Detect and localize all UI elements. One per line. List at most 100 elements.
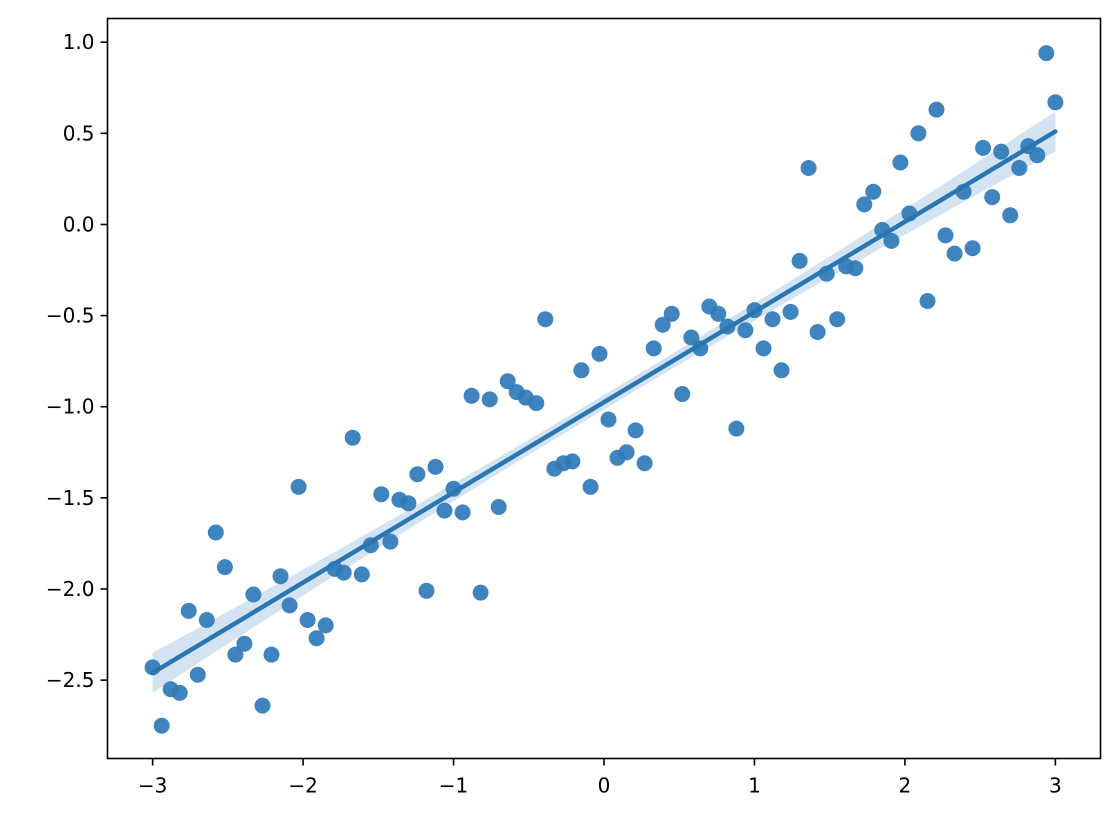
regression-line-layer (150, 129, 1058, 676)
data-point (1029, 147, 1046, 164)
data-point (627, 422, 644, 439)
data-point (299, 612, 316, 628)
y-tick-label: −2.5 (46, 668, 95, 692)
data-point (928, 101, 945, 118)
y-tick-label: −1.5 (46, 486, 95, 510)
y-tick-label: −1.0 (46, 395, 95, 419)
data-point (171, 684, 188, 701)
data-point (645, 340, 662, 357)
data-point (984, 189, 1001, 206)
data-point (245, 586, 262, 603)
data-point (910, 125, 927, 142)
data-point (764, 311, 781, 328)
data-point (800, 160, 817, 176)
data-point (308, 630, 325, 647)
data-point (180, 602, 197, 619)
data-point (883, 232, 900, 249)
data-point (710, 305, 727, 322)
data-point (573, 362, 590, 379)
data-point (216, 559, 233, 576)
regression-line (150, 129, 1058, 676)
data-point (618, 444, 635, 461)
data-point (189, 666, 206, 683)
x-tick-label: −3 (138, 774, 167, 798)
data-point (582, 478, 599, 495)
data-point (755, 340, 772, 357)
data-point (499, 373, 516, 390)
data-point (683, 329, 700, 346)
data-point (591, 345, 608, 362)
data-point (409, 466, 426, 483)
data-point (481, 391, 498, 408)
data-point (737, 322, 754, 339)
data-point (674, 386, 691, 402)
data-point (892, 154, 909, 171)
data-point (856, 196, 873, 213)
y-tick-label: −0.5 (46, 304, 95, 328)
data-point (728, 420, 745, 437)
data-point (236, 635, 253, 652)
y-axis-ticks: −2.5 −2.0 −1.5 −1.0 −0.5 0.0 0.5 1.0 (46, 30, 108, 692)
data-point (317, 617, 334, 634)
data-point (564, 453, 581, 470)
y-tick-label: 0.5 (63, 121, 95, 145)
y-tick-label: 0.0 (63, 212, 95, 236)
data-point (427, 458, 444, 475)
data-point (254, 697, 271, 714)
data-point (964, 240, 981, 257)
data-point (1047, 94, 1064, 111)
x-axis-ticks: −3 −2 −1 0 1 2 3 (138, 758, 1062, 798)
data-point (463, 387, 480, 404)
data-point (436, 502, 453, 519)
data-point (227, 646, 244, 663)
data-point (153, 717, 170, 734)
data-point (946, 245, 963, 262)
data-point (537, 311, 554, 328)
data-point (198, 612, 215, 628)
data-point (975, 139, 992, 156)
data-point (1038, 45, 1055, 62)
x-tick-label: −2 (288, 774, 317, 798)
data-point (600, 411, 617, 428)
data-point (382, 533, 399, 550)
data-point (335, 564, 352, 581)
data-point (281, 597, 298, 614)
data-point (263, 646, 280, 663)
data-point (847, 260, 864, 277)
data-point (472, 584, 489, 601)
x-tick-label: 1 (748, 774, 761, 798)
data-point (919, 293, 936, 309)
data-point (353, 566, 370, 583)
x-tick-label: 0 (598, 774, 611, 798)
data-point (344, 429, 361, 446)
data-point (654, 316, 671, 333)
data-point (1011, 160, 1028, 176)
data-point (782, 303, 799, 320)
data-point (773, 362, 790, 379)
data-point (829, 311, 846, 328)
data-point (636, 455, 653, 472)
data-point (418, 582, 435, 599)
data-point (490, 499, 507, 515)
data-point (937, 227, 954, 244)
data-point (791, 252, 808, 269)
data-point (528, 395, 545, 412)
x-tick-label: 2 (899, 774, 912, 798)
y-tick-label: 1.0 (63, 30, 95, 54)
data-point (207, 524, 224, 541)
x-tick-label: −1 (439, 774, 468, 798)
data-point (1002, 207, 1019, 224)
data-point (454, 504, 471, 521)
data-point (809, 324, 826, 340)
data-point (373, 486, 390, 503)
data-point (290, 478, 307, 495)
data-point (993, 143, 1010, 160)
x-tick-label: 3 (1049, 774, 1062, 798)
data-point (865, 183, 882, 200)
data-point (400, 495, 417, 512)
y-tick-label: −2.0 (46, 577, 95, 601)
data-point (272, 568, 289, 585)
data-point (663, 305, 680, 322)
